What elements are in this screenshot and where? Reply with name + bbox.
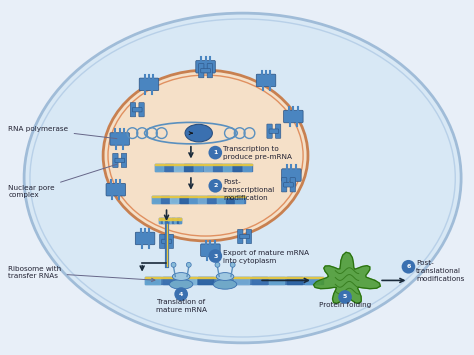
Text: Post-
translational
modifications: Post- translational modifications: [416, 260, 465, 282]
FancyBboxPatch shape: [283, 110, 303, 123]
Ellipse shape: [169, 279, 193, 289]
Ellipse shape: [185, 124, 212, 142]
FancyBboxPatch shape: [290, 178, 295, 192]
FancyBboxPatch shape: [282, 169, 301, 181]
FancyBboxPatch shape: [132, 108, 142, 112]
FancyBboxPatch shape: [207, 64, 212, 78]
Text: 5: 5: [343, 295, 347, 300]
FancyBboxPatch shape: [246, 229, 252, 244]
Text: Export of mature mRNA
into cytoplasm: Export of mature mRNA into cytoplasm: [223, 250, 309, 264]
Polygon shape: [313, 252, 380, 304]
FancyBboxPatch shape: [283, 182, 293, 187]
Circle shape: [209, 146, 222, 159]
Ellipse shape: [173, 273, 190, 280]
FancyBboxPatch shape: [139, 103, 144, 117]
Ellipse shape: [24, 13, 461, 343]
Circle shape: [230, 262, 235, 267]
Circle shape: [209, 249, 222, 263]
Text: 3: 3: [213, 253, 218, 258]
Circle shape: [171, 262, 176, 267]
FancyBboxPatch shape: [110, 133, 129, 145]
FancyBboxPatch shape: [275, 124, 281, 138]
Circle shape: [338, 290, 352, 304]
Circle shape: [401, 260, 415, 274]
Circle shape: [174, 287, 188, 301]
Text: Ribosome with
transfer RNAs: Ribosome with transfer RNAs: [9, 266, 155, 282]
Circle shape: [186, 262, 191, 267]
Circle shape: [215, 262, 220, 267]
Text: Translation of
mature mRNA: Translation of mature mRNA: [155, 299, 207, 313]
Text: RNA polymerase: RNA polymerase: [9, 126, 117, 139]
Text: 6: 6: [406, 264, 410, 269]
FancyBboxPatch shape: [160, 234, 165, 248]
Circle shape: [209, 179, 222, 193]
Text: Protein folding: Protein folding: [319, 302, 371, 308]
Text: 2: 2: [213, 183, 218, 188]
FancyBboxPatch shape: [201, 69, 210, 73]
Ellipse shape: [213, 279, 237, 289]
FancyBboxPatch shape: [162, 239, 171, 244]
FancyBboxPatch shape: [256, 74, 276, 87]
FancyBboxPatch shape: [106, 184, 126, 196]
FancyBboxPatch shape: [135, 232, 155, 245]
FancyBboxPatch shape: [121, 153, 127, 168]
FancyBboxPatch shape: [201, 244, 220, 256]
FancyBboxPatch shape: [199, 64, 204, 78]
Ellipse shape: [216, 273, 234, 280]
FancyBboxPatch shape: [130, 103, 136, 117]
FancyBboxPatch shape: [168, 234, 173, 248]
Text: 1: 1: [213, 150, 218, 155]
FancyBboxPatch shape: [267, 124, 272, 138]
FancyBboxPatch shape: [237, 229, 243, 244]
FancyBboxPatch shape: [139, 78, 159, 91]
FancyBboxPatch shape: [113, 153, 118, 168]
FancyBboxPatch shape: [196, 61, 215, 73]
FancyBboxPatch shape: [115, 158, 125, 163]
FancyBboxPatch shape: [269, 129, 279, 133]
Ellipse shape: [103, 70, 308, 241]
FancyBboxPatch shape: [282, 178, 287, 192]
FancyBboxPatch shape: [240, 234, 249, 239]
Text: Transcription to
produce pre-mRNA: Transcription to produce pre-mRNA: [223, 146, 292, 160]
Text: Nuclear pore
complex: Nuclear pore complex: [9, 164, 117, 198]
Text: Post-
transcriptional
modification: Post- transcriptional modification: [223, 179, 275, 201]
Text: 4: 4: [179, 291, 183, 296]
